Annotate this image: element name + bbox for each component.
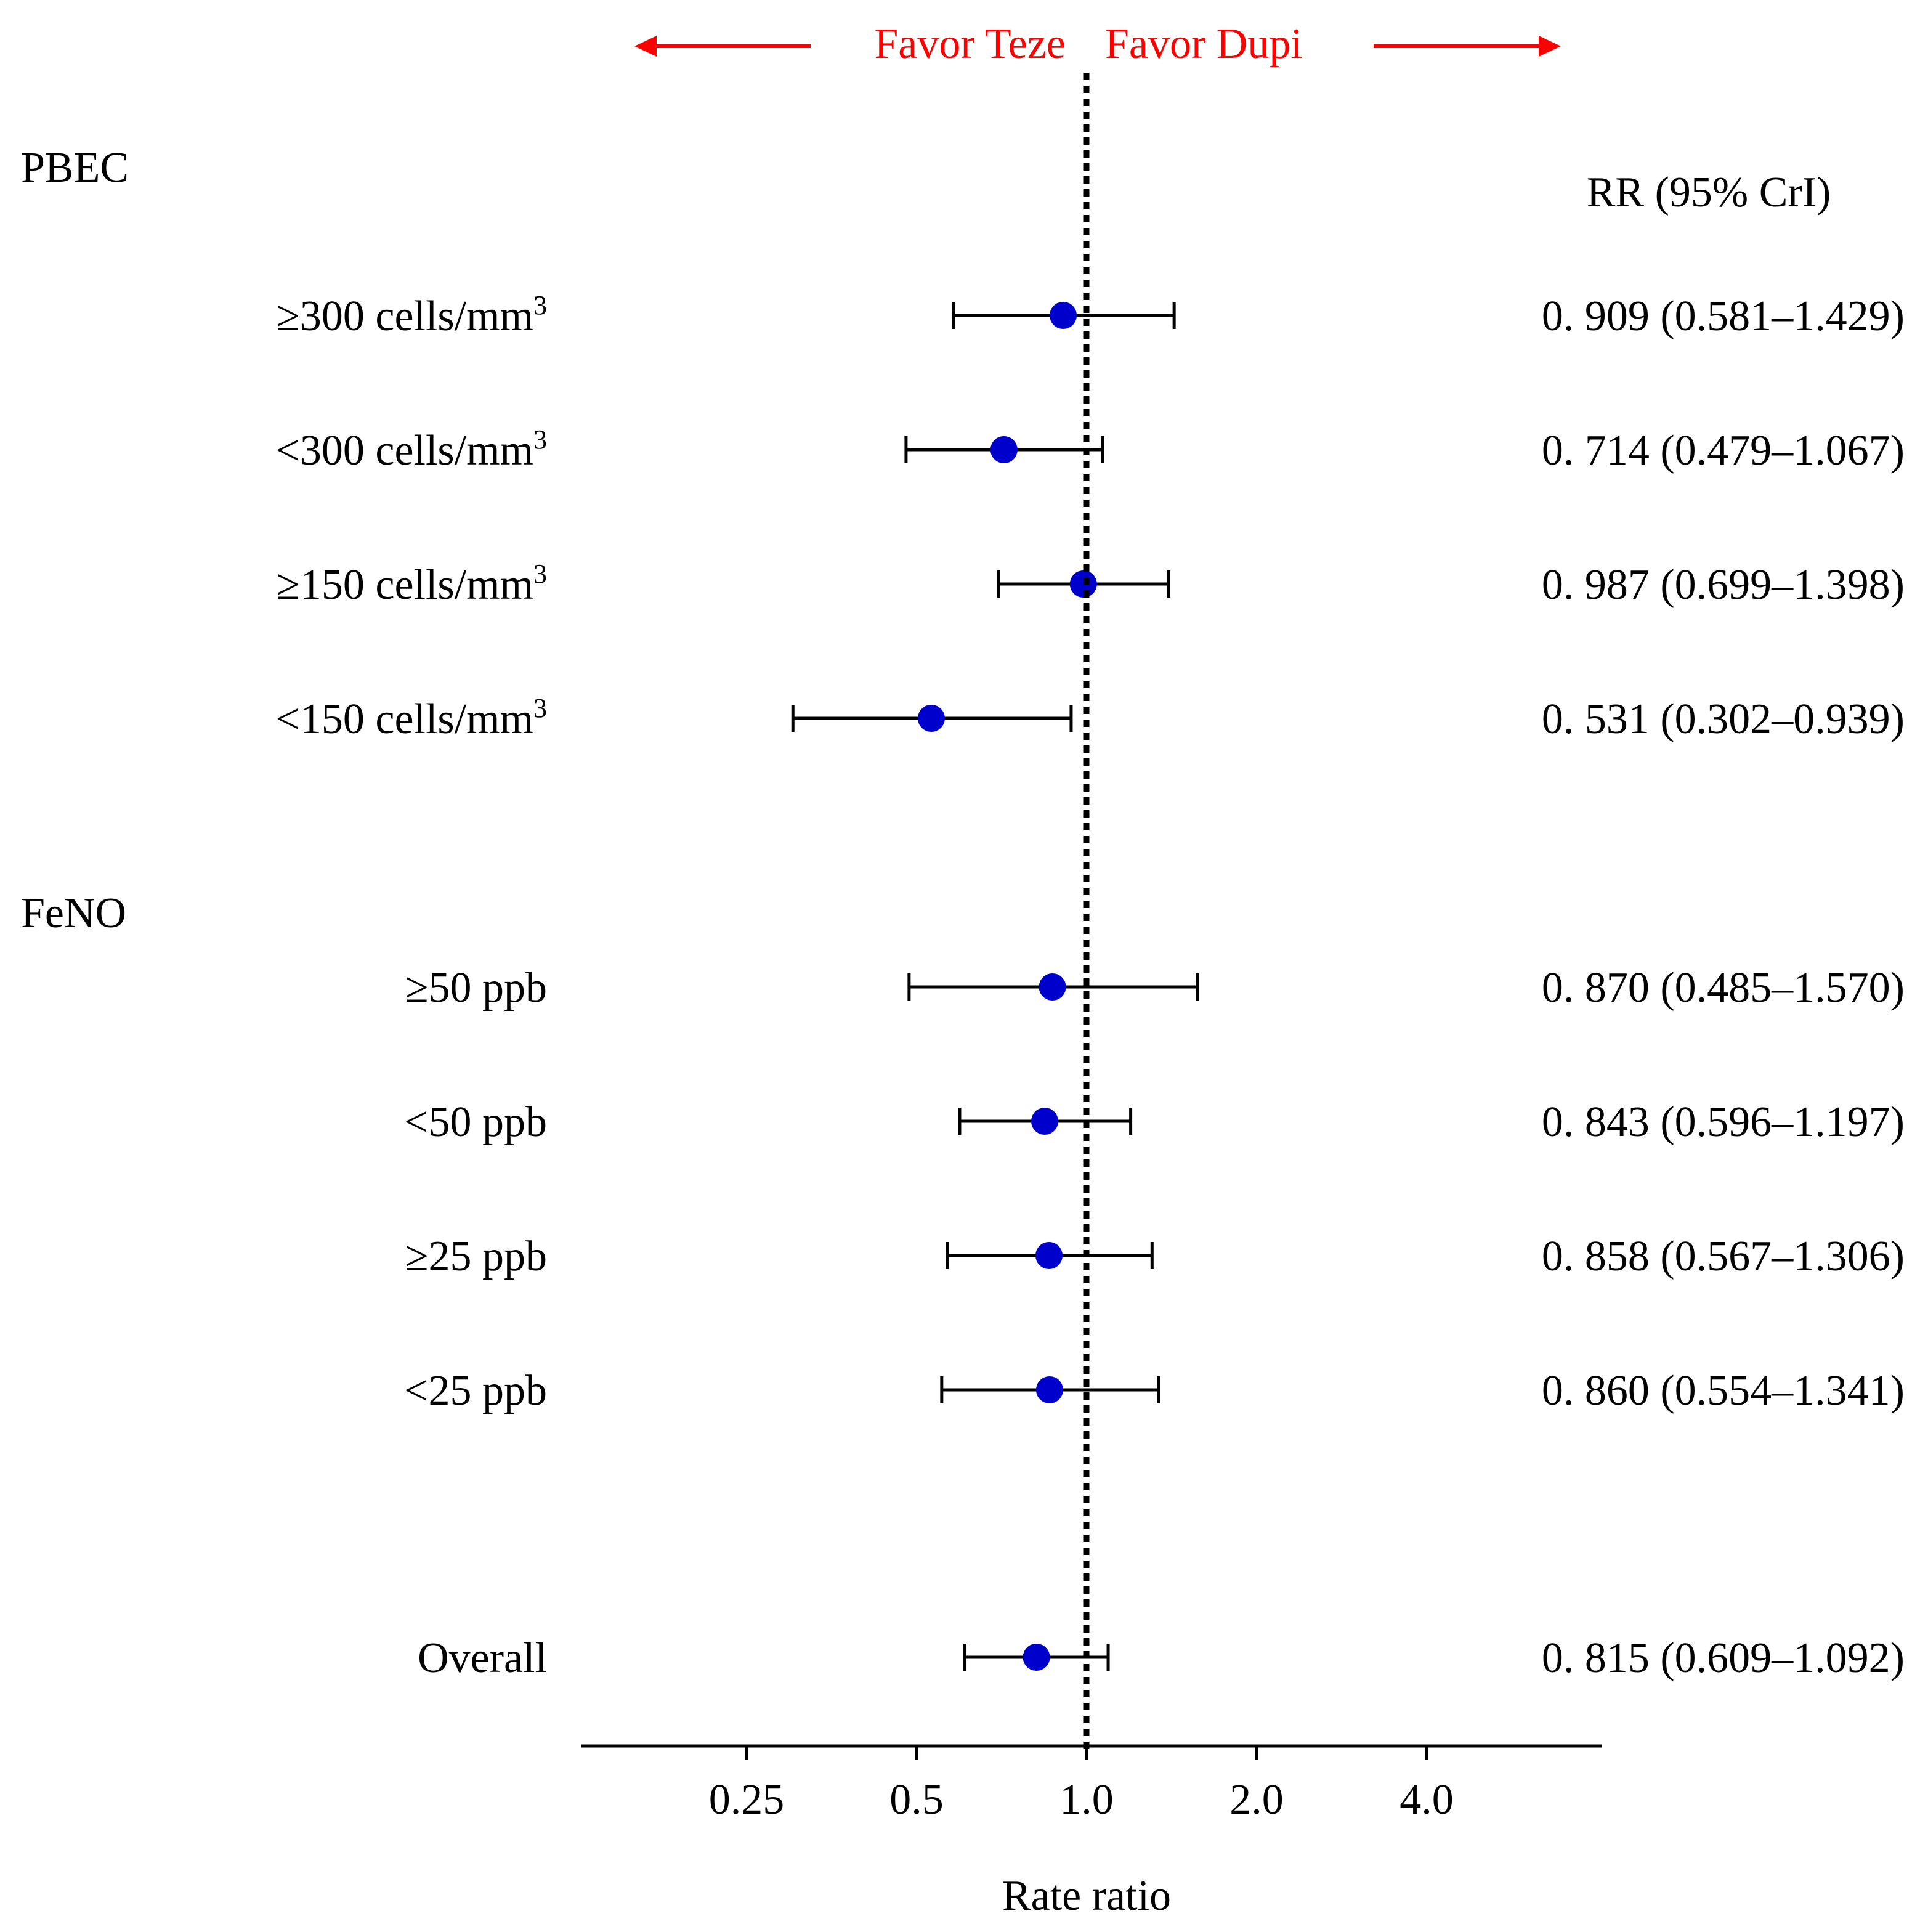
row-pbec-4-label-superscript: 3 [533,693,547,723]
row-feno-4-estimate: 0. 860 (0.554–1.341) [1542,1367,1905,1414]
row-pbec-1: ≥300 cells/mm3 0. 909 (0.581–1.429) [276,290,1905,340]
x-tick-label: 0.5 [889,1776,944,1824]
row-feno-2: <50 ppb 0. 843 (0.596–1.197) [404,1098,1905,1146]
x-tick-label: 4.0 [1399,1776,1454,1824]
row-feno-2-estimate: 0. 843 (0.596–1.197) [1542,1098,1905,1146]
row-pbec-2-label-text: <300 cells/mm [275,427,533,474]
row-feno-3-label: ≥25 ppb [405,1233,547,1280]
group-label-pbec: PBEC [21,144,129,192]
row-pbec-2-estimate: 0. 714 (0.479–1.067) [1542,427,1905,474]
row-feno-1-label: ≥50 ppb [405,964,547,1012]
favor-dupi-label: Favor Dupi [1105,20,1303,68]
row-feno-1-label-text: ≥50 ppb [405,964,547,1012]
row-feno-4-label-text: <25 ppb [404,1367,547,1414]
row-pbec-3-label-text: ≥150 cells/mm [276,561,533,609]
direction-header: Favor Teze Favor Dupi [634,20,1561,68]
row-overall-label-text: Overall [418,1634,547,1682]
row-pbec-1-label-text: ≥300 cells/mm [276,293,533,340]
row-feno-2-label: <50 ppb [404,1098,547,1146]
row-feno-4: <25 ppb 0. 860 (0.554–1.341) [404,1367,1905,1414]
row-pbec-4: <150 cells/mm3 0. 531 (0.302–0.939) [275,693,1905,743]
row-pbec-2-point [990,436,1018,463]
row-overall-estimate: 0. 815 (0.609–1.092) [1542,1634,1905,1682]
row-overall-label: Overall [418,1634,547,1682]
row-pbec-3-point [1069,570,1097,598]
x-tick-label: 2.0 [1229,1776,1284,1824]
row-pbec-1-label: ≥300 cells/mm3 [276,290,547,340]
estimate-column-header: RR (95% CrI) [1587,169,1831,216]
row-pbec-3-label-superscript: 3 [533,559,547,589]
row-pbec-2-label-superscript: 3 [533,424,547,455]
row-pbec-4-label-text: <150 cells/mm [275,696,533,743]
row-feno-3-point [1035,1242,1063,1269]
x-tick-label: 0.25 [709,1776,785,1824]
x-tick-label: 1.0 [1059,1776,1114,1824]
row-pbec-1-label-superscript: 3 [533,290,547,320]
row-pbec-3: ≥150 cells/mm3 0. 987 (0.699–1.398) [276,559,1905,609]
favor-dupi-arrowhead [1539,36,1561,57]
row-pbec-4-estimate: 0. 531 (0.302–0.939) [1542,696,1905,743]
row-pbec-1-point [1050,302,1077,329]
row-feno-3-estimate: 0. 858 (0.567–1.306) [1542,1233,1905,1280]
row-feno-3-label-text: ≥25 ppb [405,1233,547,1280]
row-feno-2-point [1031,1108,1058,1135]
row-overall: Overall 0. 815 (0.609–1.092) [418,1634,1905,1682]
favor-teze-label: Favor Teze [874,20,1066,68]
row-feno-3: ≥25 ppb 0. 858 (0.567–1.306) [405,1233,1905,1280]
row-feno-1: ≥50 ppb 0. 870 (0.485–1.570) [405,964,1905,1012]
row-overall-point [1023,1644,1050,1671]
row-feno-2-label-text: <50 ppb [404,1098,547,1146]
row-pbec-1-estimate: 0. 909 (0.581–1.429) [1542,293,1905,340]
row-feno-4-point [1035,1376,1063,1403]
row-pbec-4-label: <150 cells/mm3 [275,693,547,743]
group-label-feno: FeNO [21,890,126,937]
row-pbec-4-point [917,705,945,732]
row-feno-4-label: <25 ppb [404,1367,547,1414]
row-pbec-3-estimate: 0. 987 (0.699–1.398) [1542,561,1905,609]
row-pbec-3-label: ≥150 cells/mm3 [276,559,547,609]
row-feno-1-point [1039,973,1066,1000]
x-axis: 0.25 0.5 1.0 2.0 4.0 [581,1744,1602,1824]
row-pbec-2-label: <300 cells/mm3 [275,424,547,474]
row-pbec-2: <300 cells/mm3 0. 714 (0.479–1.067) [275,424,1905,474]
favor-teze-arrowhead [634,36,657,57]
forest-rows: ≥300 cells/mm3 0. 909 (0.581–1.429)<300 c… [275,290,1905,1682]
row-feno-1-estimate: 0. 870 (0.485–1.570) [1542,964,1905,1012]
x-axis-title: Rate ratio [1002,1872,1171,1920]
